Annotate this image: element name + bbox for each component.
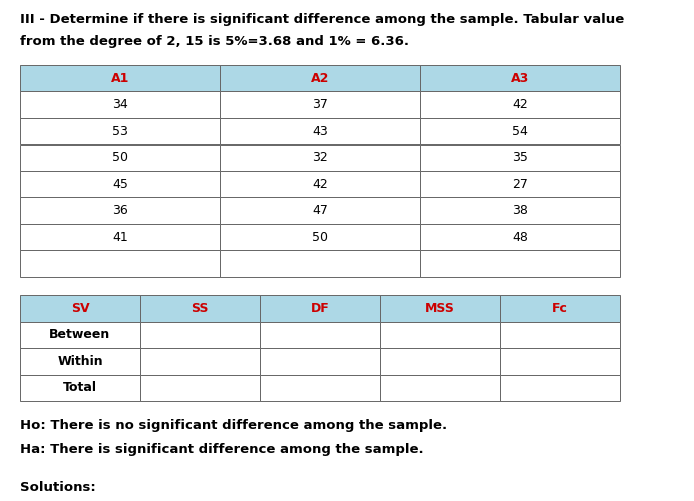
Bar: [220, 197, 420, 224]
Text: MSS: MSS: [425, 302, 455, 315]
Bar: [260, 348, 380, 375]
Bar: [20, 144, 220, 171]
Text: 53: 53: [112, 125, 128, 138]
Bar: [20, 197, 220, 224]
Bar: [500, 295, 620, 322]
Text: 42: 42: [512, 98, 528, 111]
Text: 43: 43: [312, 125, 328, 138]
Bar: [220, 92, 420, 118]
Text: SS: SS: [192, 302, 209, 315]
Bar: [500, 375, 620, 401]
Bar: [420, 144, 620, 171]
Text: Total: Total: [63, 381, 97, 394]
Bar: [420, 250, 620, 277]
Text: DF: DF: [311, 302, 330, 315]
Bar: [220, 65, 420, 92]
Text: from the degree of 2, 15 is 5%=3.68 and 1% = 6.36.: from the degree of 2, 15 is 5%=3.68 and …: [20, 35, 409, 48]
Text: A1: A1: [111, 72, 129, 85]
Text: 32: 32: [312, 151, 328, 164]
Text: 38: 38: [512, 204, 528, 217]
Bar: [420, 92, 620, 118]
Text: Between: Between: [49, 328, 110, 341]
Bar: [20, 224, 220, 250]
Text: Within: Within: [57, 355, 103, 368]
Bar: [420, 171, 620, 197]
Text: 47: 47: [312, 204, 328, 217]
Bar: [380, 348, 500, 375]
Text: A2: A2: [311, 72, 329, 85]
Bar: [220, 250, 420, 277]
Text: 36: 36: [112, 204, 128, 217]
Bar: [20, 171, 220, 197]
Text: 35: 35: [512, 151, 528, 164]
Bar: [20, 250, 220, 277]
Text: Fc: Fc: [552, 302, 568, 315]
Text: 45: 45: [112, 178, 128, 191]
Bar: [140, 322, 260, 348]
Bar: [20, 92, 220, 118]
Bar: [220, 118, 420, 144]
Text: 50: 50: [112, 151, 128, 164]
Text: Ha: There is significant difference among the sample.: Ha: There is significant difference amon…: [20, 443, 423, 456]
Bar: [220, 144, 420, 171]
Bar: [260, 375, 380, 401]
Bar: [220, 171, 420, 197]
Bar: [380, 295, 500, 322]
Bar: [140, 375, 260, 401]
Text: 42: 42: [312, 178, 328, 191]
Bar: [20, 375, 140, 401]
Bar: [380, 322, 500, 348]
Text: 54: 54: [512, 125, 528, 138]
Text: A3: A3: [511, 72, 529, 85]
Text: Ho: There is no significant difference among the sample.: Ho: There is no significant difference a…: [20, 419, 447, 432]
Bar: [220, 224, 420, 250]
Bar: [140, 348, 260, 375]
Bar: [20, 65, 220, 92]
Text: Solutions:: Solutions:: [20, 481, 96, 494]
Bar: [260, 295, 380, 322]
Bar: [20, 322, 140, 348]
Bar: [420, 224, 620, 250]
Bar: [140, 295, 260, 322]
Text: 37: 37: [312, 98, 328, 111]
Bar: [420, 197, 620, 224]
Bar: [20, 118, 220, 144]
Bar: [20, 348, 140, 375]
Text: 50: 50: [312, 231, 328, 244]
Bar: [420, 65, 620, 92]
Text: 27: 27: [512, 178, 528, 191]
Bar: [260, 322, 380, 348]
Text: 34: 34: [112, 98, 128, 111]
Bar: [500, 348, 620, 375]
Bar: [500, 322, 620, 348]
Text: 48: 48: [512, 231, 528, 244]
Bar: [20, 295, 140, 322]
Text: III - Determine if there is significant difference among the sample. Tabular val: III - Determine if there is significant …: [20, 13, 624, 26]
Text: 41: 41: [112, 231, 128, 244]
Bar: [380, 375, 500, 401]
Text: SV: SV: [71, 302, 90, 315]
Bar: [420, 118, 620, 144]
